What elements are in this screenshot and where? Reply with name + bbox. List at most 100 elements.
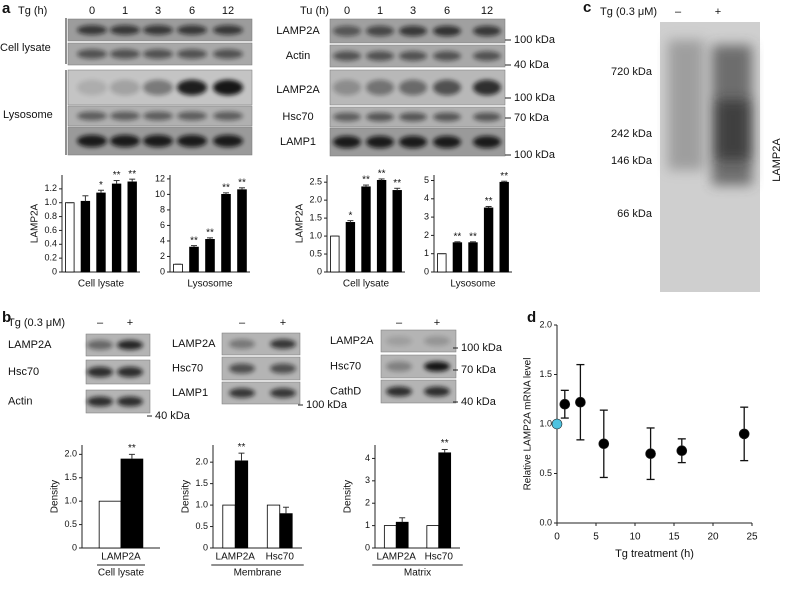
group-label: Matrix [404, 568, 431, 579]
bar [221, 193, 231, 273]
blot-strip [221, 332, 301, 356]
significance: * [348, 210, 352, 221]
error-bar [454, 241, 461, 243]
marker-label: 100 kDa [461, 342, 503, 354]
band-label: LAMP2A [771, 138, 783, 182]
bar [330, 235, 340, 273]
y-tick-label: 0.8 [44, 211, 57, 221]
y-tick-label: 2 [424, 230, 429, 240]
y-tick-label: 2.0 [539, 319, 552, 329]
blot-band [213, 49, 243, 59]
band-label: Actin [286, 50, 310, 62]
significance: ** [393, 178, 401, 189]
band-label: LAMP2A [276, 84, 320, 96]
blot-band [77, 111, 107, 121]
significance: ** [485, 196, 493, 207]
y-axis-label: Density [181, 480, 192, 513]
error-bar [98, 189, 104, 194]
y-tick-label: 1 [424, 248, 429, 258]
band-label: CathD [330, 385, 361, 397]
blot-band [117, 340, 143, 350]
lane-label: 1 [122, 5, 128, 17]
band-label: LAMP1 [280, 136, 316, 148]
y-tick-label: 0.5 [195, 521, 208, 531]
error-bar [128, 453, 135, 460]
blot-band [399, 79, 427, 96]
bar [205, 239, 215, 273]
blot-band [87, 340, 113, 350]
bar [120, 458, 144, 549]
y-tick-label: 8 [160, 204, 165, 214]
blot-band [213, 25, 243, 35]
y-tick-label: 4 [365, 453, 370, 463]
y-tick-label: 1.5 [539, 369, 552, 379]
point [598, 438, 610, 450]
blot-strip [221, 356, 301, 381]
group-label: Cell lysate [0, 42, 51, 54]
error-bar [223, 192, 229, 195]
lane-label: 0 [344, 5, 350, 17]
y-tick-label: 3 [365, 475, 370, 485]
panel-label: c [583, 0, 591, 16]
lane-label: 1 [377, 5, 383, 17]
error-bar [394, 187, 401, 191]
lane-label: – [675, 6, 682, 18]
blot-strip [380, 354, 457, 379]
blot-band [333, 25, 361, 37]
blot-band [110, 134, 140, 148]
band-label: LAMP2A [172, 338, 216, 350]
significance: ** [113, 170, 121, 181]
blot-band [229, 388, 255, 398]
band-label: LAMP2A [8, 339, 52, 351]
bar [426, 525, 440, 549]
blot-band [177, 111, 207, 121]
blot-band [333, 79, 361, 96]
blot-band [366, 135, 394, 149]
x-tick-label: 20 [707, 532, 719, 543]
blot-band [117, 396, 143, 407]
blot-band [87, 366, 113, 378]
lane-label: + [434, 317, 440, 329]
blot-band [399, 112, 427, 122]
y-tick-label: 2.0 [64, 449, 77, 459]
bar [234, 460, 249, 549]
blot-strip [221, 381, 301, 405]
blot-band [424, 386, 450, 397]
blot-band [386, 361, 412, 372]
blot-band [110, 79, 140, 96]
error-bar [378, 178, 385, 181]
lane-label: 3 [155, 5, 161, 17]
treatment-label: Tg (0.3 μM) [600, 6, 657, 18]
y-tick-label: 12 [155, 173, 165, 183]
treatment-label: Tu (h) [300, 5, 329, 17]
blot-band [433, 135, 461, 149]
marker-label: 70 kDa [461, 364, 497, 376]
blot-band [473, 112, 501, 122]
bar [111, 183, 122, 273]
error-bar [399, 517, 406, 523]
bar [483, 207, 494, 273]
marker-label: 66 kDa [617, 208, 653, 220]
blot-band [333, 51, 361, 61]
significance: ** [238, 442, 246, 453]
bar [437, 253, 447, 273]
blot-band [77, 134, 107, 148]
significance: ** [454, 231, 462, 242]
band-label: LAMP2A [276, 25, 320, 37]
error-bar [239, 187, 245, 190]
blot-band [270, 339, 296, 349]
blot-band [110, 111, 140, 121]
blot-band [433, 51, 461, 61]
bar [279, 513, 293, 549]
bar [361, 186, 371, 273]
y-tick-label: 0 [424, 266, 429, 276]
lane-label: + [127, 317, 133, 329]
y-tick-label: 0 [365, 542, 370, 552]
x-tick-label: LAMP2A [101, 552, 141, 563]
band-label: Hsc70 [8, 366, 39, 378]
blot-band [177, 49, 207, 59]
bar [189, 246, 199, 273]
blot-band [110, 25, 140, 35]
significance: ** [500, 171, 508, 182]
bar [395, 521, 409, 549]
